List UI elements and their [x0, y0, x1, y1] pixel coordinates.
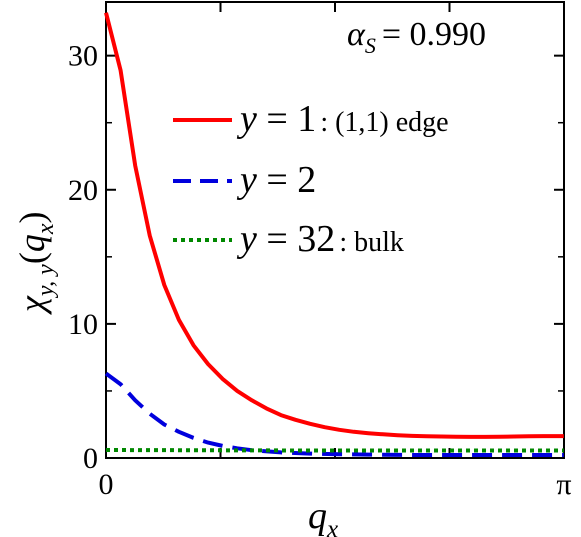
alpha-symbol: α [347, 16, 366, 53]
legend-suffix-y32: : bulk [339, 227, 404, 258]
series-layer [104, 12, 564, 457]
series-line-3 [105, 448, 564, 453]
xlabel-q: q [308, 495, 327, 537]
legend-var-y2: y [236, 159, 257, 201]
legend-eq-y2: = 2 [257, 159, 316, 201]
alpha-subscript: S [365, 33, 376, 58]
legend-var-y32: y [236, 218, 257, 260]
axis-ticks: 0 10 20 30 0 π [68, 2, 572, 501]
y-tick-label-20: 20 [68, 174, 98, 207]
series-line-1 [104, 12, 564, 439]
legend-eq-y32: = 32 [257, 218, 335, 260]
legend-label-y1: y = 1: (1,1) edge [236, 98, 449, 140]
x-tick-label-1: π [556, 468, 571, 501]
legend-label-y32: y = 32: bulk [236, 218, 404, 260]
x-tick-label-0: 0 [99, 468, 114, 501]
legend-suffix-y1: : (1,1) edge [320, 107, 448, 138]
y-tick-label-30: 30 [68, 40, 98, 73]
ylabel-chi: χ [12, 295, 52, 315]
ylabel-close: ) [12, 212, 52, 224]
y-tick-label-10: 10 [68, 308, 98, 341]
x-axis-label: qx [308, 495, 338, 537]
legend-label-y2: y = 2 [236, 159, 316, 201]
legend-eq-y1: = 1 [257, 98, 316, 140]
y-axis-label: χy, y(qx) [12, 212, 59, 315]
legend-var-y1: y [236, 98, 257, 140]
series-line-2 [104, 371, 564, 457]
alpha-annotation: αS = 0.990 [347, 16, 486, 58]
alpha-value: = 0.990 [382, 16, 486, 53]
xlabel-sub: x [326, 516, 338, 537]
ylabel-sub: y, y [33, 264, 59, 298]
y-tick-label-0: 0 [83, 442, 98, 475]
ylabel-qsub: x [33, 223, 59, 235]
ylabel-q: q [12, 234, 52, 252]
legend: y = 1: (1,1) edge y = 2 y = 32: bulk [173, 98, 449, 260]
ylabel-open: ( [12, 252, 52, 264]
